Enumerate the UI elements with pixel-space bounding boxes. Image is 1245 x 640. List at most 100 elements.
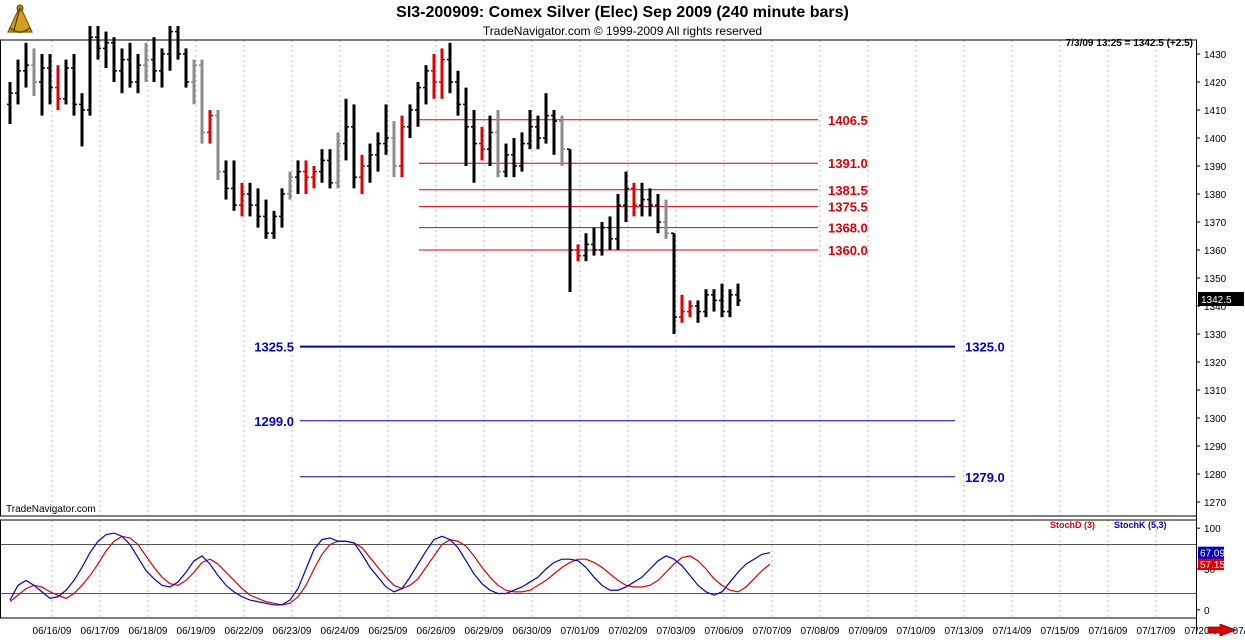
- date-tick-label: 06/17/09: [81, 626, 120, 637]
- ohlc-bar: [527, 110, 533, 150]
- ohlc-bar: [551, 110, 557, 155]
- ohlc-bar: [55, 65, 61, 110]
- ohlc-bar: [7, 82, 13, 124]
- date-tick-label: 06/29/09: [465, 626, 504, 637]
- ohlc-bar: [303, 160, 309, 194]
- ohlc-bar: [511, 138, 517, 178]
- ohlc-bar: [391, 121, 397, 178]
- date-tick-label: 07/17/09: [1137, 626, 1176, 637]
- ohlc-bar: [383, 104, 389, 155]
- ohlc-bar: [663, 199, 669, 239]
- resistance-label: 1406.5: [828, 113, 868, 128]
- stoch-tick-label: 50: [1204, 565, 1216, 576]
- ohlc-bar: [647, 188, 653, 217]
- date-tick-label: 07/16/09: [1089, 626, 1128, 637]
- ohlc-bar: [127, 42, 133, 88]
- ohlc-bar: [231, 160, 237, 211]
- date-tick-label: 06/26/09: [417, 626, 456, 637]
- ohlc-bar: [247, 182, 253, 217]
- ohlc-bar: [31, 48, 37, 96]
- ohlc-bar: [359, 154, 365, 194]
- ohlc-bar: [343, 98, 349, 161]
- ohlc-bar: [47, 54, 53, 105]
- ohlc-bar: [559, 115, 565, 166]
- ohlc-bar: [103, 31, 109, 68]
- date-tick-label: 06/16/09: [33, 626, 72, 637]
- ohlc-bar: [623, 171, 629, 222]
- date-tick-label: 06/25/09: [369, 626, 408, 637]
- ohlc-bar: [143, 42, 149, 82]
- date-tick-label: 07/09/09: [849, 626, 888, 637]
- date-tick-label: 06/24/09: [321, 626, 360, 637]
- price-tick-label: 1370: [1204, 218, 1227, 229]
- chart-title: SI3-200909: Comex Silver (Elec) Sep 2009…: [396, 4, 849, 21]
- ohlc-bar: [215, 110, 221, 180]
- price-tick-label: 1310: [1204, 386, 1227, 397]
- date-tick-label: 07/10/09: [897, 626, 936, 637]
- ohlc-bar: [319, 149, 325, 183]
- ohlc-bar: [135, 54, 141, 94]
- ohlc-bar: [495, 110, 501, 178]
- resistance-label: 1375.5: [828, 200, 868, 215]
- ohlc-bar: [415, 82, 421, 127]
- date-tick-label: 06/18/09: [129, 626, 168, 637]
- ohlc-bar: [207, 110, 213, 144]
- date-tick-label: 07/02/09: [609, 626, 648, 637]
- ohlc-bar: [711, 289, 717, 312]
- ohlc-bar: [15, 59, 21, 105]
- ohlc-bar: [335, 132, 341, 189]
- price-tick-label: 1280: [1204, 470, 1227, 481]
- ohlc-bar: [439, 48, 445, 99]
- price-tick-label: 1360: [1204, 246, 1227, 257]
- sextant-logo-icon[interactable]: [4, 2, 36, 36]
- ohlc-bar: [735, 283, 741, 306]
- date-tick-label: 06/23/09: [273, 626, 312, 637]
- support-label-right: 1279.0: [965, 470, 1005, 485]
- ohlc-bar: [39, 54, 45, 116]
- ohlc-bar: [687, 300, 693, 318]
- ohlc-bar: [263, 199, 269, 239]
- ohlc-bar: [719, 283, 725, 318]
- ohlc-bar: [607, 216, 613, 250]
- date-tick-label: 07/20/09: [1185, 626, 1224, 637]
- stochd-series-line: [9, 535, 771, 606]
- price-tick-label: 1430: [1204, 50, 1227, 61]
- price-panel-frame: [0, 39, 1197, 517]
- ohlc-bar: [151, 37, 157, 82]
- ohlc-bar: [727, 289, 733, 318]
- stoch-value-label: 67.09: [1200, 549, 1225, 560]
- scroll-right-arrow-icon[interactable]: [1206, 624, 1238, 636]
- ohlc-bar: [63, 59, 69, 105]
- price-readout: 7/3/09 13:25 = 1342.5 (+2.5): [1065, 38, 1193, 49]
- date-tick-label: 06/19/09: [177, 626, 216, 637]
- ohlc-bar: [295, 160, 301, 194]
- ohlc-bar: [535, 115, 541, 150]
- resistance-label: 1360.0: [828, 243, 868, 258]
- watermark-text: TradeNavigator.com: [6, 504, 96, 515]
- ohlc-bar: [655, 194, 661, 234]
- resistance-label: 1368.0: [828, 221, 868, 236]
- ohlc-bar: [423, 65, 429, 105]
- ohlc-bar: [575, 244, 581, 262]
- ohlc-bar: [167, 26, 173, 71]
- ohlc-bar: [487, 115, 493, 166]
- ohlc-bar: [119, 48, 125, 94]
- date-tick-label: 07/01/09: [561, 626, 600, 637]
- stoch-value-label: 57.15: [1200, 560, 1225, 571]
- ohlc-bar: [271, 210, 277, 239]
- price-tick-label: 1270: [1204, 498, 1227, 509]
- ohlc-bar: [479, 126, 485, 161]
- ohlc-bar: [159, 48, 165, 88]
- ohlc-bar: [447, 42, 453, 94]
- stochk-series-line: [9, 532, 771, 606]
- ohlc-bar: [351, 104, 357, 189]
- resistance-label: 1381.5: [828, 183, 868, 198]
- stoch-legend-entry: StochK (5,3): [1114, 520, 1167, 530]
- ohlc-bar: [111, 37, 117, 82]
- price-tick-label: 1410: [1204, 106, 1227, 117]
- price-tick-label: 1390: [1204, 162, 1227, 173]
- date-tick-label: 07/13/09: [945, 626, 984, 637]
- price-tick-label: 1320: [1204, 358, 1227, 369]
